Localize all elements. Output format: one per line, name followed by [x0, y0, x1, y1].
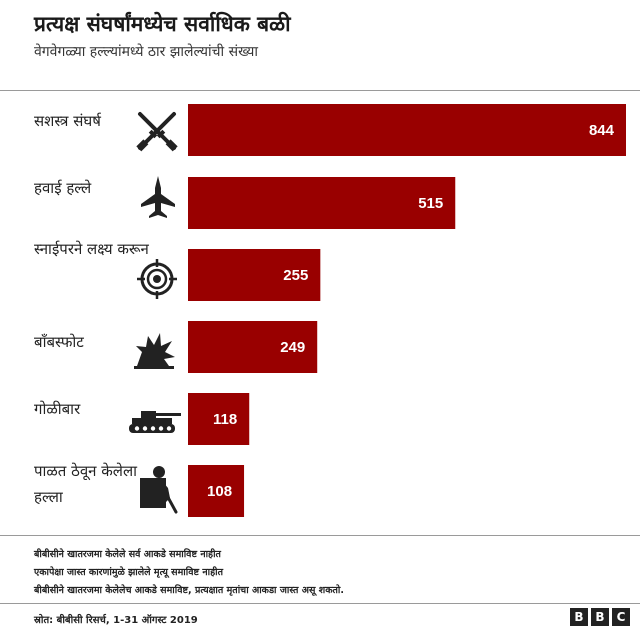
bar-2: [188, 177, 456, 229]
footnotes: बीबीसीने खातरजमा केलेले सर्व आकडे समाविष…: [34, 546, 344, 600]
bar-chart: 844 515 255 249 118 108: [188, 104, 626, 517]
bbc-logo-letter: B: [570, 608, 588, 626]
tank-icon: [129, 411, 181, 433]
bar-value-label-2: 515: [418, 195, 443, 212]
category-label-sniper: स्नाईपरने लक्ष्य करून: [34, 240, 149, 258]
category-label-shelling: गोळीबार: [34, 400, 81, 418]
category-label-ambush: पाळत ठेवून केलेला हल्ला: [34, 462, 138, 506]
bar-value-label-4: 249: [280, 339, 305, 356]
bar-value-label-6: 108: [207, 483, 232, 500]
bbc-logo-letter: B: [591, 608, 609, 626]
bbc-logo-letter: C: [612, 608, 630, 626]
crossed-rifles-icon: [136, 112, 178, 152]
bar-3: [188, 249, 321, 301]
footnote-2: एकापेक्षा जास्त कारणांमुळे झालेले मृत्यू…: [34, 567, 223, 578]
footnote-3: बीबीसीने खातरजमा केलेलेच आकडे समाविष्ट, …: [34, 585, 344, 596]
bar-value-label-1: 844: [589, 122, 615, 139]
bar-5: [188, 393, 250, 445]
bar-4: [188, 321, 318, 373]
fighter-jet-icon: [141, 176, 175, 218]
notes-divider: [0, 535, 640, 536]
source-divider: [0, 603, 640, 604]
top-divider: [0, 90, 640, 91]
chart-subtitle: वेगवेगळ्या हल्ल्यांमध्ये ठार झालेल्यांची…: [34, 44, 259, 60]
bar-1: [188, 104, 626, 156]
category-label-bombing: बॉंबस्फोट: [34, 333, 84, 351]
source-text: स्रोत: बीबीसी रिसर्च, 1-31 ऑगस्ट 2019: [34, 615, 198, 626]
category-label-air-strikes: हवाई हल्ले: [34, 179, 92, 197]
explosion-icon: [134, 333, 175, 369]
bar-value-label-3: 255: [283, 267, 308, 284]
category-label-armed-conflict: सशस्त्र संघर्ष: [34, 112, 101, 130]
chart-title: प्रत्यक्ष संघर्षांमध्येच सर्वाधिक बळी: [34, 12, 291, 36]
bbc-logo: B B C: [570, 608, 630, 626]
bar-6: [188, 465, 245, 517]
sniper-crosshair-icon: [137, 259, 177, 299]
bar-value-label-5: 118: [213, 411, 237, 428]
footnote-1: बीबीसीने खातरजमा केलेले सर्व आकडे समाविष…: [34, 549, 221, 560]
hooded-attacker-icon: [140, 466, 178, 514]
